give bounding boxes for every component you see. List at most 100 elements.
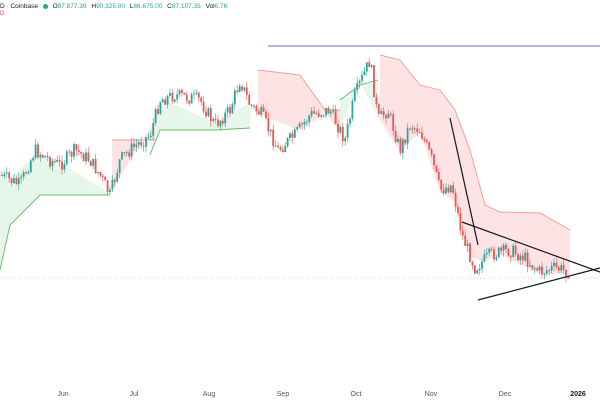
triangle-lower-line[interactable] bbox=[477, 267, 600, 301]
candle-body bbox=[382, 111, 385, 116]
supertrend-resistance-line bbox=[379, 54, 571, 231]
candle-body bbox=[37, 144, 39, 158]
candle-body bbox=[176, 94, 179, 100]
candle-body bbox=[207, 108, 210, 117]
candle-body bbox=[557, 267, 560, 271]
candle-body bbox=[32, 158, 35, 161]
candle-body bbox=[145, 137, 147, 147]
candle-body bbox=[377, 104, 380, 114]
candle-body bbox=[466, 243, 469, 247]
candle-body bbox=[205, 111, 207, 117]
candle-body bbox=[521, 255, 524, 261]
candle-body bbox=[13, 178, 15, 184]
candle-body bbox=[363, 71, 366, 76]
candle-body bbox=[229, 107, 231, 114]
candle-body bbox=[77, 150, 80, 152]
candle-body bbox=[217, 119, 219, 127]
candle-body bbox=[97, 171, 99, 174]
descending-trendline[interactable] bbox=[449, 117, 479, 246]
candle-body bbox=[257, 111, 260, 115]
candle-body bbox=[298, 123, 301, 128]
candle-body bbox=[567, 276, 570, 279]
candle-body bbox=[157, 109, 159, 114]
candle-body bbox=[73, 144, 75, 157]
candle-body bbox=[265, 111, 267, 118]
candle-body bbox=[51, 161, 54, 167]
candle-body bbox=[46, 156, 49, 158]
candle-body bbox=[125, 152, 128, 154]
candle-body bbox=[161, 99, 164, 103]
candle-body bbox=[152, 123, 155, 136]
candle-body bbox=[53, 161, 56, 163]
candle-body bbox=[449, 185, 452, 193]
x-tick-label: Dec bbox=[499, 391, 512, 398]
candle-body bbox=[473, 265, 476, 274]
candle-body bbox=[200, 97, 203, 102]
candle-body bbox=[178, 90, 181, 95]
candle-body bbox=[483, 254, 486, 262]
candle-body bbox=[541, 266, 543, 275]
candle-body bbox=[488, 248, 491, 253]
candle-body bbox=[188, 100, 191, 104]
candle-body bbox=[85, 152, 87, 162]
candle-body bbox=[509, 255, 512, 258]
candle-body bbox=[461, 230, 464, 236]
candle-body bbox=[284, 146, 287, 153]
candle-body bbox=[202, 101, 205, 112]
candle-body bbox=[56, 159, 59, 162]
candle-body bbox=[394, 130, 397, 142]
x-tick-label: 2026 bbox=[570, 391, 586, 398]
candle-body bbox=[356, 82, 359, 91]
candle-body bbox=[447, 187, 450, 193]
candle-body bbox=[327, 107, 330, 114]
candle-body bbox=[171, 92, 174, 102]
candle-body bbox=[281, 149, 284, 153]
candle-body bbox=[140, 142, 143, 146]
candle-body bbox=[423, 139, 426, 141]
candle-body bbox=[548, 270, 551, 272]
ohlc-close-value: 87,107.35 bbox=[171, 3, 201, 10]
candle-body bbox=[34, 144, 37, 159]
triangle-upper-line[interactable] bbox=[461, 221, 600, 273]
candle-body bbox=[291, 133, 294, 138]
candle-body bbox=[87, 152, 90, 162]
candle-body bbox=[469, 243, 471, 263]
candle-body bbox=[399, 138, 402, 154]
x-tick-label: Jun bbox=[57, 391, 68, 398]
candle-body bbox=[490, 248, 493, 250]
candle-body bbox=[512, 245, 515, 258]
candle-body bbox=[193, 93, 195, 95]
candle-body bbox=[224, 112, 227, 124]
candle-body bbox=[214, 118, 217, 120]
candle-body bbox=[233, 90, 236, 105]
candle-body bbox=[433, 154, 435, 166]
candle-body bbox=[279, 147, 282, 150]
volume-label: Vol bbox=[205, 3, 215, 10]
candle-body bbox=[365, 62, 368, 72]
ohlc-low-value: 86,675.00 bbox=[133, 3, 163, 10]
candle-body bbox=[493, 249, 495, 260]
candle-body bbox=[425, 140, 428, 143]
supertrend-support-line bbox=[339, 79, 379, 101]
candle-body bbox=[190, 94, 193, 104]
candle-body bbox=[8, 172, 11, 179]
candle-body bbox=[349, 118, 351, 124]
candle-body bbox=[538, 266, 541, 271]
candle-body bbox=[361, 75, 363, 81]
candle-body bbox=[517, 254, 519, 261]
candle-body bbox=[1, 175, 3, 176]
candle-body bbox=[428, 142, 431, 150]
candle-body bbox=[274, 145, 277, 147]
candle-body bbox=[159, 102, 162, 114]
ohlc-open-value: 87,877.39 bbox=[57, 3, 87, 10]
candle-body bbox=[49, 157, 51, 167]
candle-body bbox=[406, 128, 409, 144]
candle-body bbox=[389, 113, 392, 115]
ohlc-close-label: C bbox=[167, 3, 172, 10]
candle-body bbox=[476, 270, 479, 274]
x-tick-label: Nov bbox=[425, 391, 438, 398]
candle-body bbox=[269, 129, 272, 132]
candle-body bbox=[529, 265, 531, 267]
candle-body bbox=[116, 172, 119, 182]
